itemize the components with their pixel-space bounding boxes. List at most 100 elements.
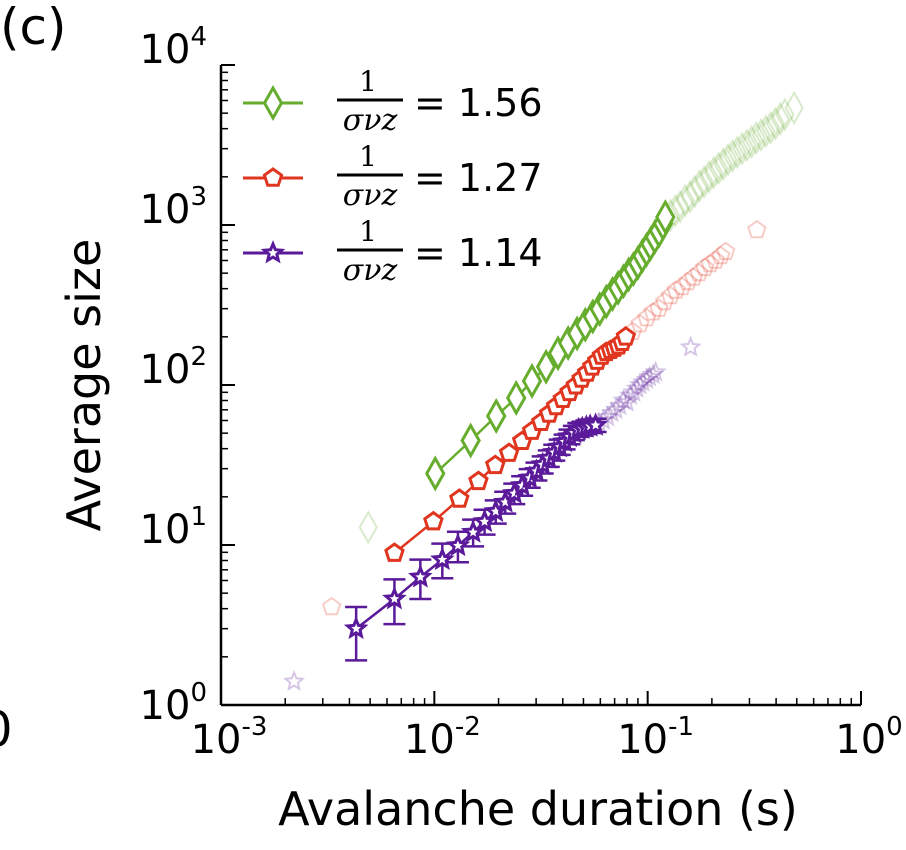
- x-tick-label: 100: [835, 712, 902, 763]
- y-tick-label: 102: [140, 342, 207, 393]
- faded-point-pentagon: [677, 271, 698, 291]
- faded-point-pentagon: [715, 241, 736, 261]
- faded-point-diamond: [722, 138, 743, 174]
- data-point-diamond: [521, 362, 543, 399]
- data-point-star: [445, 532, 471, 557]
- legend-marker-pentagon-icon: [262, 167, 284, 187]
- faded-point-pentagon: [672, 276, 692, 296]
- faded-point-diamond: [713, 147, 733, 182]
- legend-value: = 1.56: [414, 81, 543, 125]
- faded-point-star: [625, 377, 648, 398]
- data-point-star: [408, 564, 433, 588]
- data-point-pentagon: [449, 488, 470, 508]
- faded-point-diamond: [694, 164, 714, 199]
- legend-entry: 1 σνz = 1.14: [243, 215, 543, 288]
- faded-point-star: [608, 394, 631, 416]
- faded-point-diamond: [770, 101, 790, 136]
- data-point-pentagon: [468, 470, 489, 491]
- data-point-star: [343, 615, 369, 640]
- faded-point-diamond: [765, 106, 786, 141]
- legend-denominator: σνz: [343, 103, 398, 138]
- data-point-star: [583, 412, 608, 436]
- faded-point-diamond: [680, 179, 700, 214]
- faded-point-diamond: [727, 135, 747, 170]
- faded-point-diamond: [784, 90, 804, 125]
- faded-point-diamond: [737, 128, 757, 163]
- data-point-diamond: [425, 455, 446, 492]
- x-ticks: 10-3 10-2 10-1 100: [191, 691, 903, 763]
- x-tick-label: 10-2: [404, 712, 481, 763]
- faded-point-pentagon: [637, 307, 657, 327]
- data-point-diamond: [505, 379, 527, 416]
- faded-point-diamond: [718, 142, 738, 177]
- faded-point-pentagon: [711, 245, 731, 265]
- faded-point-diamond: [665, 193, 686, 228]
- faded-point-star: [642, 363, 665, 385]
- y-tick-label: 100: [140, 678, 207, 729]
- faded-point-pentagon: [666, 280, 686, 299]
- legend-value: = 1.14: [414, 231, 543, 275]
- faded-point-pentagon: [700, 253, 720, 273]
- faded-points-layer: [283, 90, 804, 692]
- legend-entry: 1 σνz = 1.27: [243, 140, 543, 213]
- panel-label: (c): [0, 0, 67, 56]
- faded-point-star: [679, 335, 702, 357]
- x-axis-title: Avalanche duration (s): [278, 782, 798, 836]
- faded-point-star: [612, 388, 635, 410]
- faded-point-diamond: [675, 183, 695, 218]
- data-point-pentagon: [423, 510, 444, 531]
- faded-point-diamond: [689, 169, 710, 204]
- faded-point-diamond: [751, 118, 771, 153]
- axes: 10-3 10-2 10-1 100 100 101 102 103 104: [140, 22, 903, 763]
- data-point-pentagon: [484, 454, 506, 475]
- legend-denominator: σνz: [343, 253, 398, 288]
- faded-point-star: [622, 380, 645, 402]
- x-tick-label: 10-3: [191, 712, 268, 763]
- legend-marker-star-icon: [260, 240, 286, 264]
- faded-point-star: [635, 368, 658, 390]
- fit-points-layer: [343, 199, 676, 662]
- faded-point-star: [283, 669, 306, 692]
- faded-point-diamond: [670, 189, 690, 224]
- faded-point-diamond: [746, 120, 766, 155]
- legend-denominator: σνz: [343, 178, 398, 213]
- data-point-star: [430, 546, 455, 571]
- data-point-diamond: [535, 348, 557, 385]
- faded-point-star: [619, 383, 642, 405]
- legend-value: = 1.27: [414, 156, 543, 200]
- faded-point-pentagon: [694, 257, 715, 277]
- faded-point-diamond: [704, 155, 724, 190]
- y-tick-label: 101: [140, 502, 207, 553]
- legend-numerator: 1: [359, 140, 377, 173]
- data-point-pentagon: [615, 325, 637, 346]
- faded-point-diamond: [732, 131, 752, 166]
- faded-point-pentagon: [660, 285, 681, 305]
- faded-point-diamond: [760, 110, 781, 145]
- faded-point-star: [615, 390, 639, 412]
- legend-marker-diamond-icon: [262, 84, 284, 122]
- legend-numerator: 1: [359, 215, 377, 248]
- faded-point-diamond: [775, 97, 795, 132]
- faded-point-pentagon: [747, 219, 767, 239]
- data-point-diamond: [460, 422, 481, 459]
- legend-entry: 1 σνz = 1.56: [243, 65, 543, 138]
- y-axis-title: Average size: [57, 239, 111, 532]
- faded-point-pentagon: [643, 301, 663, 321]
- faded-point-diamond: [358, 510, 378, 545]
- data-point-star: [382, 586, 407, 610]
- data-point-pentagon: [384, 542, 405, 562]
- faded-point-star: [596, 405, 619, 427]
- faded-point-pentagon: [321, 596, 342, 616]
- faded-point-diamond: [741, 125, 762, 160]
- faded-point-pentagon: [705, 250, 726, 269]
- faded-point-star: [638, 365, 661, 387]
- faded-point-pentagon: [683, 267, 704, 286]
- faded-point-diamond: [684, 174, 705, 209]
- cropped-neighbor-tick-label: 0: [0, 706, 13, 754]
- data-point-diamond: [485, 397, 507, 435]
- faded-point-pentagon: [649, 298, 669, 317]
- x-tick-label: 10-1: [617, 712, 694, 763]
- faded-point-diamond: [699, 159, 719, 194]
